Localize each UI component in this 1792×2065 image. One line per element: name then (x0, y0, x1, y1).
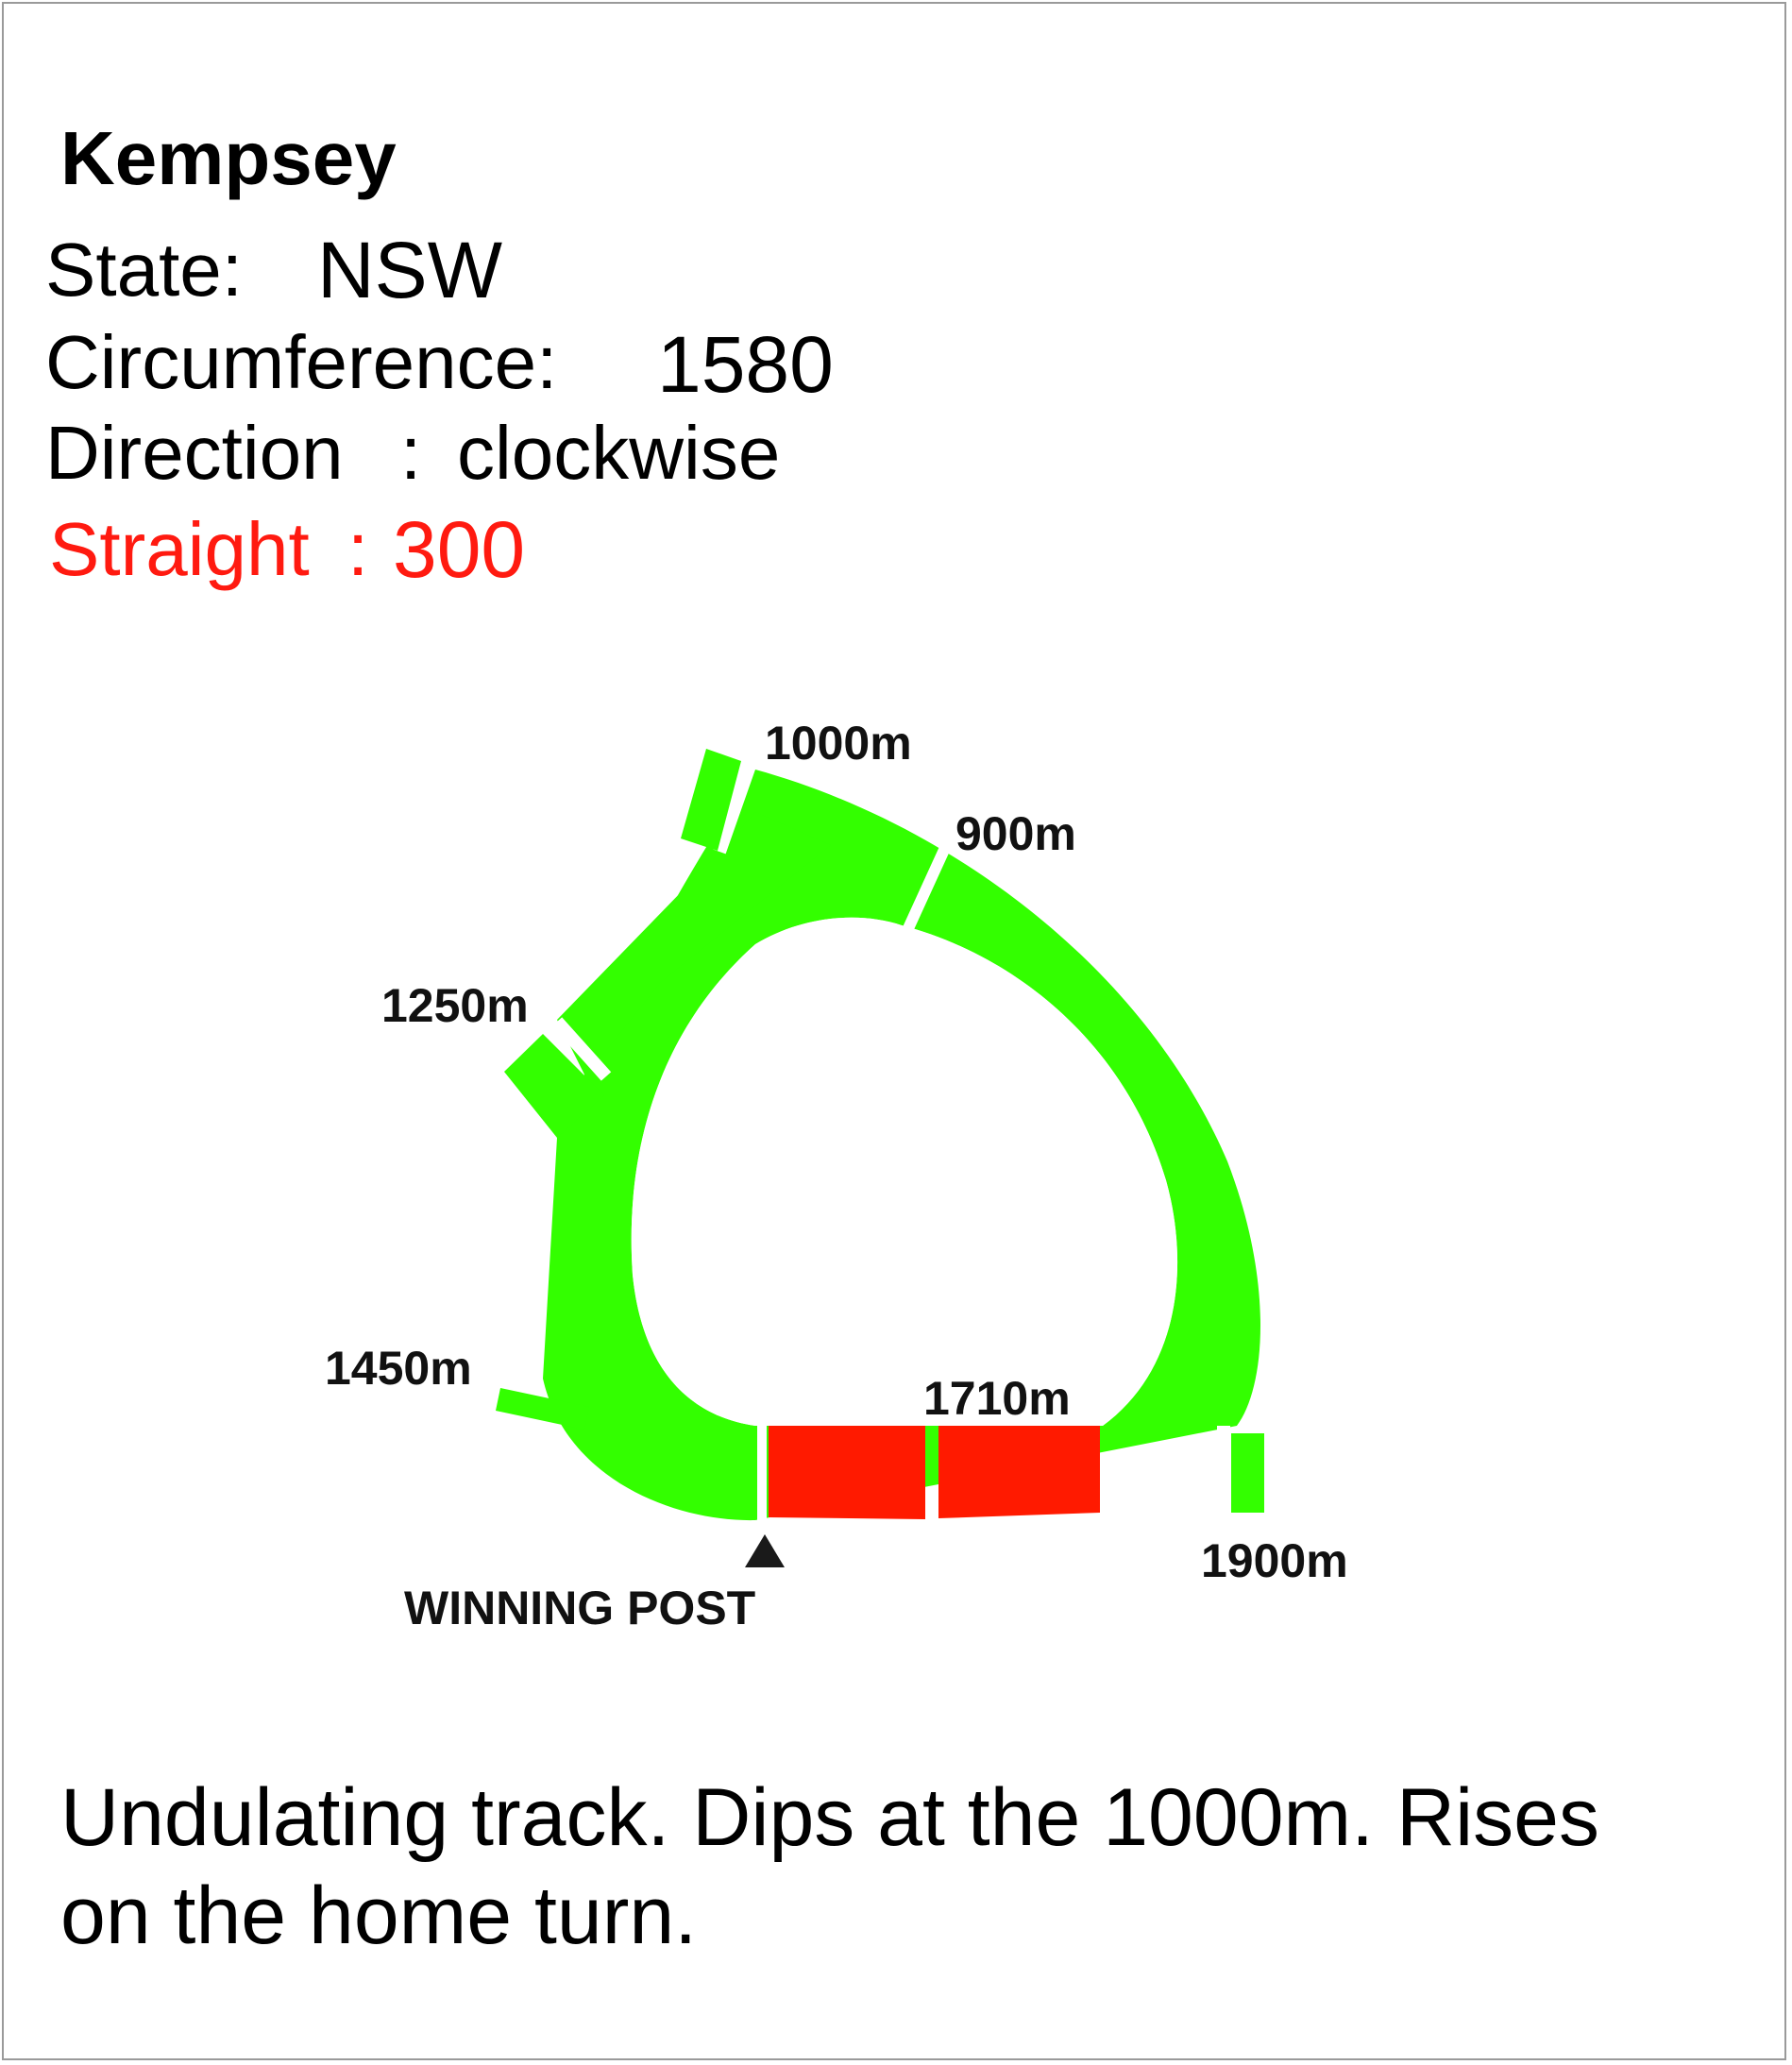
state-label: State: (45, 228, 244, 312)
marker-1000m: 1000m (765, 717, 912, 770)
marker-900m: 900m (955, 807, 1076, 860)
state-value: NSW (317, 226, 502, 314)
marker-1710m: 1710m (923, 1372, 1071, 1425)
track-ring (543, 770, 1260, 1521)
direction-colon: : (400, 411, 422, 495)
circumference-label: Circumference: (45, 320, 558, 404)
gap-1250 (551, 1017, 612, 1081)
straight-value: 300 (393, 505, 526, 594)
track-infield (631, 917, 1178, 1426)
straight-segment-1 (769, 1426, 925, 1519)
track-segment-left (504, 1034, 604, 1138)
marker-1900m: 1900m (1201, 1534, 1348, 1587)
direction-value: clockwise (457, 411, 781, 495)
winning-post-label: WINNING POST (404, 1582, 755, 1634)
description-line-2: on the home turn. (60, 1870, 698, 1961)
straight-label: Straight (49, 507, 310, 591)
winning-post-arrow-icon (745, 1534, 785, 1567)
chute-1900 (1231, 1433, 1264, 1513)
marker-1450m: 1450m (325, 1342, 472, 1395)
circumference-value: 1580 (657, 320, 834, 409)
chute-1000 (681, 749, 741, 851)
marker-1250m: 1250m (381, 979, 529, 1032)
track-segment-1250 (557, 812, 831, 1076)
straight-colon: : (347, 507, 369, 591)
gap-900 (899, 847, 950, 939)
description-line-1: Undulating track. Dips at the 1000m. Ris… (60, 1772, 1600, 1863)
direction-label: Direction (45, 411, 344, 495)
gap-1000 (713, 760, 757, 855)
straight-segment-2 (938, 1426, 1100, 1518)
chute-1450 (496, 1388, 589, 1430)
track-title: Kempsey (60, 116, 397, 200)
